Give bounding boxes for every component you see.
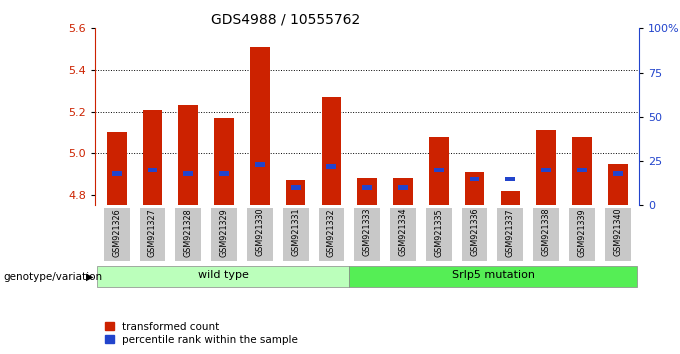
Bar [613, 171, 623, 176]
Text: GSM921333: GSM921333 [362, 208, 372, 256]
FancyBboxPatch shape [426, 208, 452, 261]
FancyBboxPatch shape [350, 266, 637, 287]
FancyBboxPatch shape [498, 208, 523, 261]
FancyBboxPatch shape [569, 208, 595, 261]
Text: GSM921337: GSM921337 [506, 208, 515, 257]
Bar [393, 178, 413, 205]
Bar [112, 171, 122, 176]
Text: GSM921339: GSM921339 [577, 208, 586, 257]
Bar [184, 171, 193, 176]
Bar [572, 137, 592, 205]
FancyBboxPatch shape [318, 208, 344, 261]
FancyBboxPatch shape [175, 208, 201, 261]
FancyBboxPatch shape [462, 208, 488, 261]
Bar [541, 168, 551, 172]
Bar [577, 168, 587, 172]
Bar [291, 185, 301, 190]
Bar [470, 177, 479, 181]
FancyBboxPatch shape [104, 208, 130, 261]
Bar [429, 137, 449, 205]
Text: genotype/variation: genotype/variation [3, 272, 103, 282]
Text: GSM921329: GSM921329 [220, 208, 228, 257]
Text: GSM921327: GSM921327 [148, 208, 157, 257]
Text: GSM921336: GSM921336 [470, 208, 479, 256]
FancyBboxPatch shape [211, 208, 237, 261]
FancyBboxPatch shape [247, 208, 273, 261]
Bar [537, 130, 556, 205]
Text: GSM921338: GSM921338 [542, 208, 551, 256]
FancyBboxPatch shape [390, 208, 416, 261]
Text: GSM921330: GSM921330 [255, 208, 265, 256]
FancyBboxPatch shape [533, 208, 559, 261]
Text: ▶: ▶ [86, 272, 93, 282]
FancyBboxPatch shape [139, 208, 165, 261]
Bar [107, 132, 126, 205]
Bar [608, 164, 628, 205]
Bar [434, 168, 444, 172]
Text: GSM921331: GSM921331 [291, 208, 300, 256]
Text: Srlp5 mutation: Srlp5 mutation [452, 270, 535, 280]
Bar [178, 105, 198, 205]
FancyBboxPatch shape [283, 208, 309, 261]
Bar [148, 168, 157, 172]
Text: GSM921332: GSM921332 [327, 208, 336, 257]
Bar [358, 178, 377, 205]
Bar [505, 177, 515, 181]
FancyBboxPatch shape [605, 208, 630, 261]
Bar [255, 162, 265, 167]
Bar [398, 185, 408, 190]
Text: GDS4988 / 10555762: GDS4988 / 10555762 [211, 12, 360, 27]
Bar [286, 180, 305, 205]
Bar [362, 185, 372, 190]
Text: wild type: wild type [198, 270, 249, 280]
Bar [464, 172, 484, 205]
Bar [143, 109, 163, 205]
Text: GSM921326: GSM921326 [112, 208, 121, 257]
Text: GSM921335: GSM921335 [435, 208, 443, 257]
Bar [326, 164, 337, 169]
FancyBboxPatch shape [354, 208, 380, 261]
Text: GSM921334: GSM921334 [398, 208, 407, 256]
Text: GSM921328: GSM921328 [184, 208, 192, 257]
Text: GSM921340: GSM921340 [613, 208, 622, 256]
Bar [250, 47, 270, 205]
Bar [214, 118, 234, 205]
Bar [500, 191, 520, 205]
Bar [219, 171, 229, 176]
FancyBboxPatch shape [97, 266, 350, 287]
Bar [322, 97, 341, 205]
Legend: transformed count, percentile rank within the sample: transformed count, percentile rank withi… [101, 317, 303, 349]
